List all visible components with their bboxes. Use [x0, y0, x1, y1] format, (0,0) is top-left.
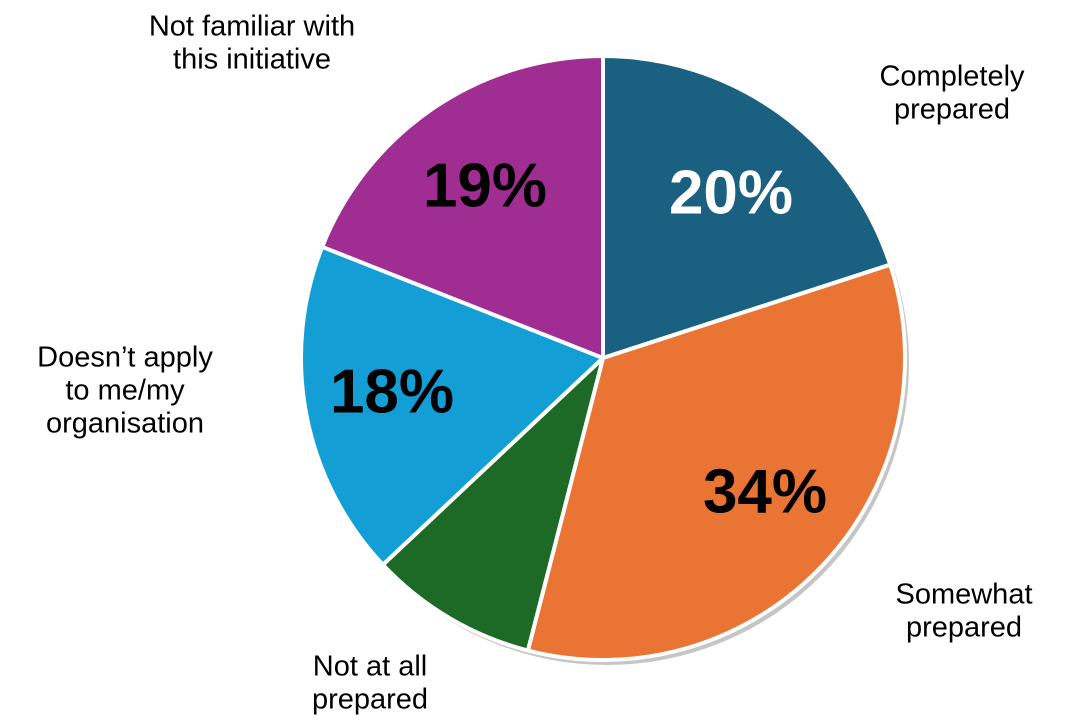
pie-slice-1 — [601, 54, 893, 360]
pie-slice-4 — [299, 244, 605, 567]
slice-category-label-4: Doesn’t apply to me/my organisation — [37, 342, 213, 440]
slice-category-label-2: Somewhat prepared — [895, 579, 1032, 644]
slice-value-label-1: 20% — [669, 158, 793, 227]
slice-value-label-5: 19% — [423, 151, 547, 220]
pie-slice-2 — [525, 262, 907, 662]
slice-category-label-3: Not at all prepared — [312, 651, 428, 716]
pie-slice-5 — [320, 54, 605, 360]
slice-value-label-4: 18% — [330, 357, 454, 426]
pie-slice-3 — [380, 356, 605, 653]
slice-value-label-2: 34% — [703, 457, 827, 526]
slice-category-label-1: Completely prepared — [879, 61, 1025, 126]
slice-category-label-5: Not familiar with this initiative — [149, 11, 355, 76]
